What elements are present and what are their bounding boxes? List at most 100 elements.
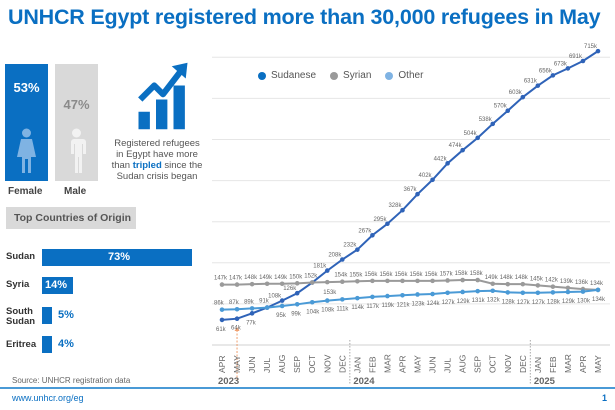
x-tick-label: SEP — [473, 356, 483, 373]
x-tick-label: MAR — [382, 354, 392, 373]
origin-percent: 5% — [58, 309, 74, 321]
data-label: 149k — [259, 275, 273, 281]
data-label: 148k — [500, 275, 514, 281]
data-label: 91k — [259, 299, 270, 305]
data-label: 181k — [313, 264, 327, 270]
data-point-other — [340, 297, 345, 302]
data-point-other — [249, 306, 255, 311]
legend-item-other: Other — [385, 70, 423, 81]
origin-percent: 14% — [45, 279, 68, 291]
data-point-other — [550, 290, 556, 295]
data-point-syrian — [279, 281, 285, 287]
data-label: 156k — [425, 272, 439, 278]
origin-name: South Sudan — [6, 306, 36, 327]
data-point-sudanese — [279, 298, 285, 303]
female-percent: 53% — [13, 80, 40, 95]
data-point-sudanese — [445, 161, 450, 166]
data-label: 149k — [485, 275, 499, 281]
data-point-syrian — [475, 277, 480, 283]
data-point-syrian — [324, 279, 330, 285]
data-point-sudanese — [535, 83, 541, 88]
data-label: 156k — [410, 272, 424, 278]
legend-label: Other — [398, 70, 424, 81]
data-label: 147k — [214, 276, 228, 282]
x-tick-label: MAY — [593, 355, 603, 373]
data-label: 108k — [268, 294, 282, 300]
data-point-sudanese — [415, 191, 420, 197]
data-label: 129k — [457, 299, 471, 305]
data-point-sudanese — [324, 268, 330, 273]
data-label: 152k — [304, 274, 318, 280]
data-label: 130k — [577, 299, 591, 305]
data-point-other — [219, 307, 225, 312]
x-tick-label: OCT — [307, 355, 317, 373]
data-point-other — [460, 289, 465, 295]
male-card: 47% — [55, 64, 98, 181]
data-point-syrian — [490, 281, 496, 287]
data-label: 61k — [216, 327, 227, 333]
data-label: 111k — [336, 306, 349, 312]
data-point-other — [445, 290, 450, 296]
tripled-statement: Registered refugees in Egypt have more t… — [107, 138, 207, 182]
data-label: 95k — [276, 313, 287, 319]
data-label: 149k — [274, 275, 288, 281]
data-label: 114k — [351, 305, 365, 311]
data-point-sudanese — [400, 207, 405, 213]
data-label: 132k — [487, 298, 501, 304]
origin-bar: 73% — [42, 249, 192, 266]
origin-name: Syria — [6, 279, 30, 290]
data-label: 153k — [323, 290, 337, 296]
data-point-syrian — [460, 277, 465, 283]
x-tick-label: JUN — [247, 356, 257, 373]
data-label: 156k — [364, 272, 378, 278]
data-point-syrian — [520, 281, 526, 287]
data-label: 673k — [554, 61, 568, 67]
data-point-other — [415, 292, 420, 297]
x-tick-label: MAY — [413, 355, 423, 373]
data-point-sudanese — [370, 232, 375, 238]
data-label: 127k — [517, 300, 531, 306]
legend-item-syrian: Syrian — [330, 70, 371, 81]
tripled-line-3: than tripled since the — [107, 160, 207, 171]
data-point-sudanese — [565, 66, 571, 71]
data-point-other — [490, 288, 496, 294]
page-title: UNHCR Egypt registered more than 30,000 … — [8, 5, 601, 29]
origin-percent: 73% — [108, 251, 131, 263]
data-point-sudanese — [505, 108, 511, 114]
data-label: 89k — [244, 299, 255, 305]
data-label: 208k — [328, 253, 342, 259]
x-tick-label: NOV — [503, 354, 513, 373]
data-label: 64k — [231, 326, 242, 332]
x-tick-label: JAN — [352, 357, 362, 373]
page-number: 1 — [601, 393, 607, 403]
data-point-syrian — [385, 278, 390, 284]
x-tick-label: JUN — [428, 356, 438, 373]
male-percent: 47% — [63, 97, 90, 112]
data-label: 295k — [373, 217, 387, 223]
year-label: 2024 — [353, 376, 375, 387]
growth-chart-icon — [138, 62, 188, 130]
data-point-syrian — [400, 278, 405, 284]
x-tick-label: AUG — [277, 355, 287, 373]
data-label: 154k — [334, 273, 348, 279]
data-point-sudanese — [430, 177, 435, 183]
data-label: 142k — [545, 278, 559, 284]
data-point-syrian — [535, 283, 541, 288]
footer-url-link[interactable]: www.unhcr.org/eg — [12, 393, 84, 403]
tripled-post: since the — [161, 160, 203, 171]
origin-bar — [42, 307, 52, 324]
data-point-sudanese — [550, 73, 556, 78]
x-tick-label: APR — [397, 356, 407, 373]
data-point-other — [430, 291, 435, 297]
data-label: 155k — [349, 272, 363, 278]
data-label: 148k — [515, 275, 529, 281]
data-point-other — [505, 290, 511, 295]
x-tick-label: AUG — [458, 355, 468, 373]
data-point-other — [309, 299, 315, 305]
data-label: 119k — [381, 303, 395, 309]
x-tick-label: DEC — [518, 355, 528, 373]
male-label: Male — [64, 186, 87, 197]
data-point-sudanese — [340, 257, 345, 262]
female-person-icon — [17, 128, 36, 173]
